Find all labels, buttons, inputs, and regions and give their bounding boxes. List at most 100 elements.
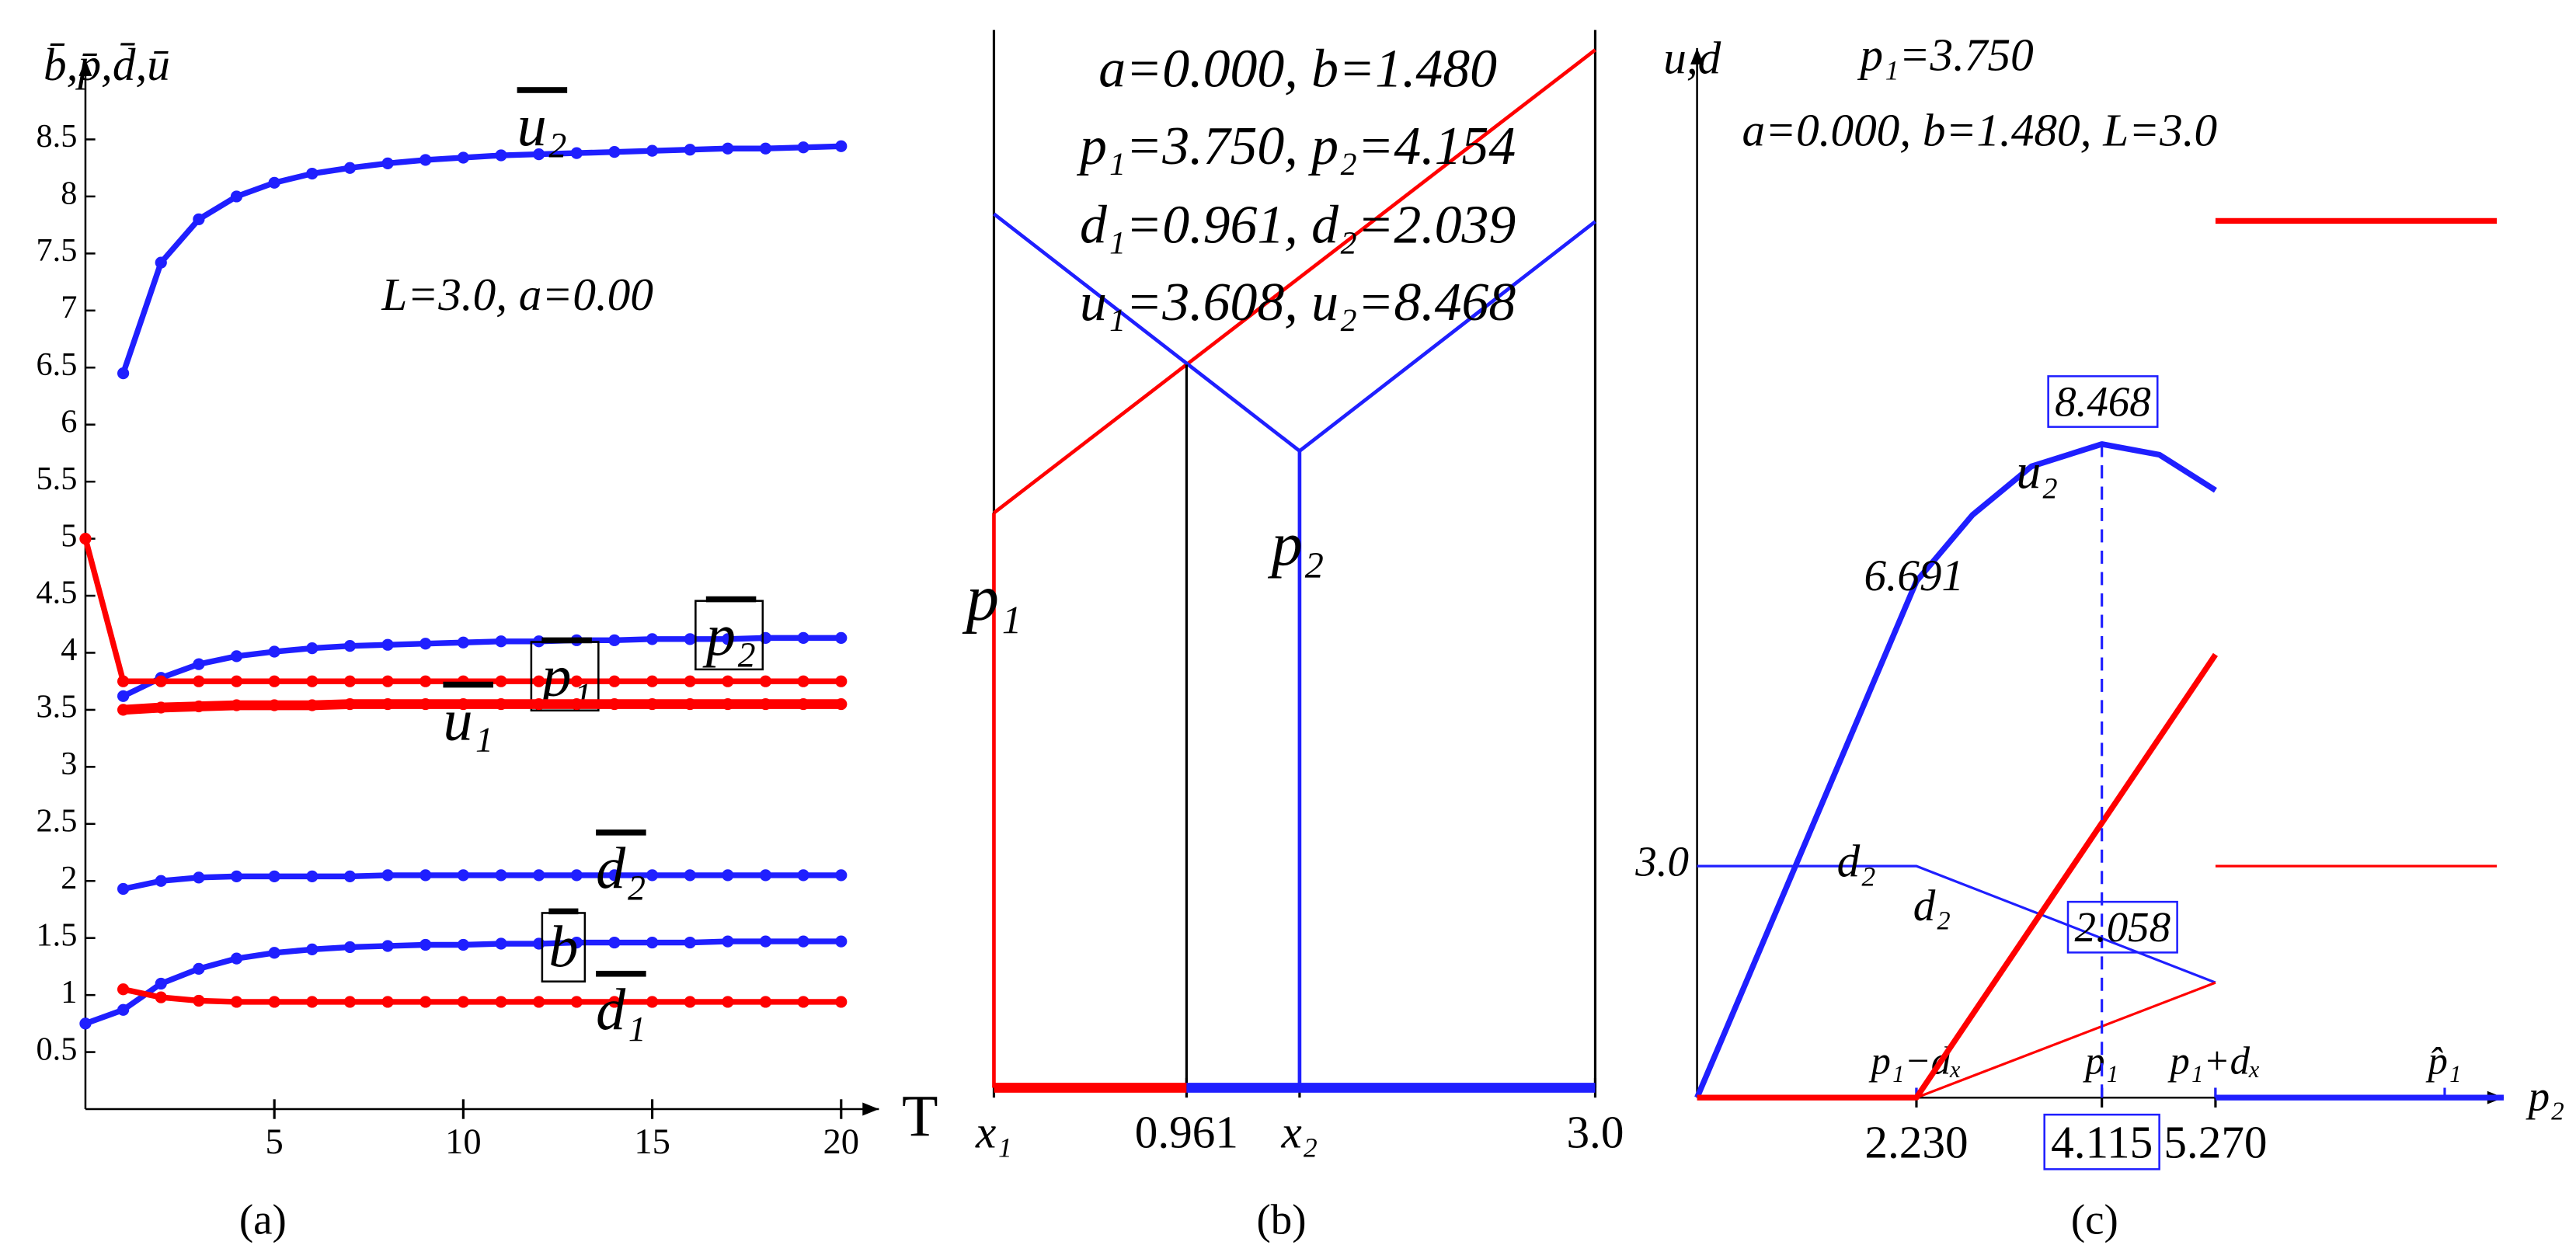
series-line: [122, 986, 841, 1005]
point: [230, 675, 243, 687]
series-line: [120, 143, 841, 374]
series-label: u₁: [443, 688, 493, 753]
point: [495, 675, 507, 687]
y-tick-label: 1.5: [37, 916, 78, 953]
point: [230, 952, 243, 965]
x-tick-label: 3.0: [1566, 1107, 1624, 1158]
series-line: [123, 699, 841, 715]
y-tick-label: 7: [61, 290, 77, 326]
y-tick-label: 3: [61, 746, 77, 782]
point: [381, 996, 394, 1008]
point: [268, 699, 280, 711]
caption: (a): [239, 1196, 287, 1243]
point: [306, 943, 319, 955]
series-label: d₁: [596, 977, 646, 1042]
point: [722, 996, 734, 1008]
y-tick-label: 4: [61, 631, 77, 668]
point: [533, 996, 545, 1008]
annotation: 6.691: [1864, 551, 1964, 600]
point: [268, 947, 280, 959]
point: [193, 994, 205, 1007]
series-line: [993, 212, 1596, 453]
point: [570, 675, 583, 687]
point: [117, 675, 130, 687]
point: [457, 869, 469, 882]
label-box: [541, 912, 587, 983]
point: [835, 697, 848, 711]
series-line: [122, 872, 841, 892]
point: [343, 870, 357, 882]
point: [306, 870, 319, 882]
point: [722, 675, 734, 687]
annotation: p₁: [963, 562, 1022, 635]
point: [419, 996, 432, 1008]
point: [759, 996, 772, 1008]
point: [570, 936, 583, 949]
point: [797, 141, 809, 154]
point: [306, 675, 319, 687]
point: [608, 869, 621, 882]
point: [457, 675, 469, 687]
point: [684, 697, 696, 711]
point: [797, 996, 809, 1008]
axis-arrow: [1690, 47, 1704, 65]
annotation: d₂: [1913, 882, 1951, 930]
point: [797, 631, 809, 644]
point: [495, 937, 507, 950]
point: [608, 996, 621, 1008]
label-box: [694, 600, 764, 671]
x-tick-label: 0.961: [1135, 1107, 1238, 1158]
y-tick-label: 3.0: [1634, 838, 1689, 885]
point: [193, 962, 205, 975]
point: [117, 704, 130, 716]
y-tick-label: 5: [61, 517, 77, 554]
series-line: [1694, 441, 2217, 1099]
annotation: a=0.000, b=1.480, L=3.0: [1742, 105, 2218, 156]
annotation: 2.058: [2074, 903, 2170, 951]
point: [533, 697, 545, 711]
point: [684, 869, 696, 882]
annotation: a=0.000, b=1.480: [1098, 40, 1497, 99]
point: [117, 690, 130, 702]
point: [381, 940, 394, 952]
point: [230, 870, 243, 882]
point: [646, 869, 659, 882]
point: [722, 935, 734, 948]
point: [381, 697, 394, 711]
point: [684, 144, 696, 156]
annotation: p₂: [1268, 510, 1325, 579]
point: [193, 675, 205, 687]
label-box: [530, 641, 600, 712]
annotation: d₁=0.961, d₂=2.039: [1080, 196, 1516, 256]
axis-arrow: [862, 1102, 879, 1116]
point: [79, 532, 92, 545]
annotation: p₁=3.750: [1857, 29, 2033, 80]
x-axis-label: T: [902, 1083, 938, 1149]
point: [722, 633, 734, 645]
point: [684, 633, 696, 645]
point: [759, 675, 772, 687]
point: [646, 697, 659, 711]
x-tick-label: x₁: [975, 1107, 1012, 1158]
point: [495, 869, 507, 882]
point: [570, 697, 583, 711]
point: [419, 938, 432, 951]
point: [343, 640, 357, 652]
point: [155, 701, 167, 714]
point: [608, 936, 621, 949]
series-label: u₂: [517, 93, 568, 158]
point: [722, 869, 734, 882]
point: [117, 1003, 130, 1016]
point: [155, 977, 167, 990]
label-box: [2043, 1113, 2160, 1170]
point: [268, 176, 280, 189]
x-axis-label: p₂: [2526, 1073, 2565, 1120]
point: [759, 697, 772, 711]
y-tick-label: 8.5: [37, 118, 78, 155]
point: [608, 675, 621, 687]
point: [797, 935, 809, 948]
point: [419, 154, 432, 166]
y-tick-label: 4.5: [37, 575, 78, 611]
point: [759, 935, 772, 948]
point: [457, 151, 469, 164]
